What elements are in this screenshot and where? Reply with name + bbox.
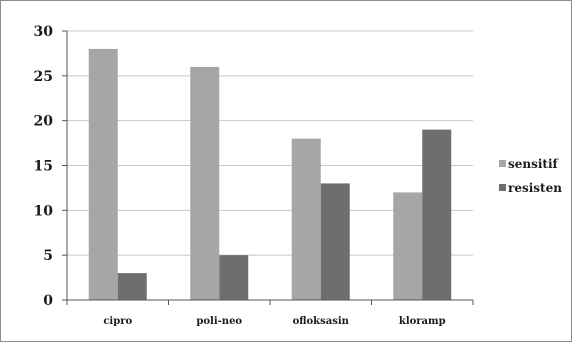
bar-resisten-ofloksasin xyxy=(320,183,350,300)
y-tick-label: 10 xyxy=(34,203,54,219)
legend: sensitif resisten xyxy=(499,157,562,195)
y-axis-ticks: 0 5 10 15 20 25 30 xyxy=(34,24,54,309)
legend-swatch-sensitif xyxy=(499,160,506,167)
y-tick-label: 30 xyxy=(34,24,54,40)
axes xyxy=(62,30,474,305)
bar-sensitif-cipro xyxy=(88,48,118,300)
bar-sensitif-poli-neo xyxy=(190,66,220,300)
x-tick-label: cipro xyxy=(103,316,132,327)
bars xyxy=(88,48,452,300)
bar-resisten-cipro xyxy=(117,273,147,300)
y-tick-label: 0 xyxy=(43,293,53,309)
y-tick-label: 15 xyxy=(34,159,53,175)
y-tick-label: 5 xyxy=(43,248,53,264)
x-tick-label: ofloksasin xyxy=(293,316,350,327)
legend-label-resisten: resisten xyxy=(508,181,562,195)
y-tick-label: 25 xyxy=(34,69,53,85)
bar-sensitif-kloramp xyxy=(393,192,423,300)
legend-swatch-resisten xyxy=(499,184,506,191)
x-tick-label: poli-neo xyxy=(196,316,242,327)
x-tick-label: kloramp xyxy=(399,316,446,327)
bar-sensitif-ofloksasin xyxy=(291,138,321,300)
bar-resisten-poli-neo xyxy=(219,255,249,300)
x-axis-labels: cipro poli-neo ofloksasin kloramp xyxy=(103,316,445,327)
bar-resisten-kloramp xyxy=(422,129,452,300)
y-tick-label: 20 xyxy=(34,114,54,130)
legend-label-sensitif: sensitif xyxy=(508,157,559,171)
